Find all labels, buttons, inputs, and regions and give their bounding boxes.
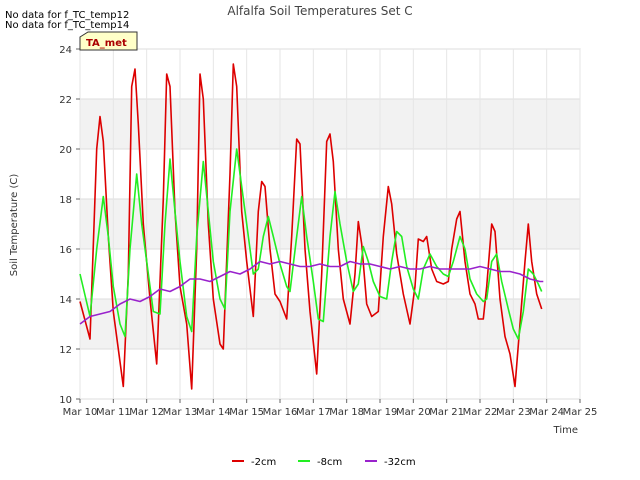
- tag-label: TA_met: [86, 38, 127, 49]
- y-tick-label: 22: [59, 95, 72, 106]
- no-data-note-2: No data for f_TC_temp14: [5, 20, 129, 31]
- x-tick-label: Mar 12: [129, 407, 164, 418]
- y-tick-label: 10: [59, 395, 72, 406]
- legend-label: -8cm: [317, 457, 342, 468]
- y-tick-label: 24: [59, 45, 72, 56]
- y-axis-label: Soil Temperature (C): [9, 174, 20, 277]
- x-tick-label: Mar 22: [463, 407, 498, 418]
- series-line-2: [79, 148, 543, 340]
- legend-label: -2cm: [251, 457, 276, 468]
- series-layer: [79, 63, 544, 390]
- x-tick-label: Mar 25: [563, 407, 598, 418]
- legend: -2cm -8cm -32cm: [232, 457, 416, 468]
- background-band-base: [80, 349, 580, 399]
- plot-background-bands: [80, 99, 580, 399]
- x-tick-label: Mar 14: [196, 407, 231, 418]
- x-tick-label: Mar 24: [529, 407, 564, 418]
- x-tick-label: Mar 10: [63, 407, 98, 418]
- background-band: [80, 299, 580, 349]
- series-line-1: [79, 63, 543, 390]
- x-tick-label: Mar 20: [396, 407, 431, 418]
- series-line-3: [79, 260, 544, 325]
- x-tick-label: Mar 13: [163, 407, 198, 418]
- x-axis-label: Time: [553, 425, 578, 436]
- x-tick-label: Mar 11: [96, 407, 131, 418]
- y-tick-label: 20: [59, 145, 72, 156]
- x-tick-label: Mar 21: [429, 407, 464, 418]
- legend-label: -32cm: [384, 457, 416, 468]
- y-tick-label: 16: [59, 245, 72, 256]
- no-data-note-1: No data for f_TC_temp12: [5, 10, 129, 21]
- y-tick-label: 18: [59, 195, 72, 206]
- x-tick-label: Mar 23: [496, 407, 531, 418]
- x-tick-label: Mar 17: [296, 407, 331, 418]
- chart-title: Alfalfa Soil Temperatures Set C: [227, 4, 412, 18]
- x-tick-label: Mar 16: [263, 407, 298, 418]
- x-tick-label: Mar 15: [229, 407, 264, 418]
- ta-met-tag: TA_met: [79, 31, 138, 51]
- y-axis-ticks: 10 12 14 16 18 20 22 24: [59, 45, 80, 406]
- x-tick-label: Mar 18: [329, 407, 364, 418]
- y-tick-label: 12: [59, 345, 72, 356]
- background-band: [80, 99, 580, 149]
- tag-background: [79, 31, 138, 51]
- x-tick-label: Mar 19: [363, 407, 398, 418]
- y-tick-label: 14: [59, 295, 72, 306]
